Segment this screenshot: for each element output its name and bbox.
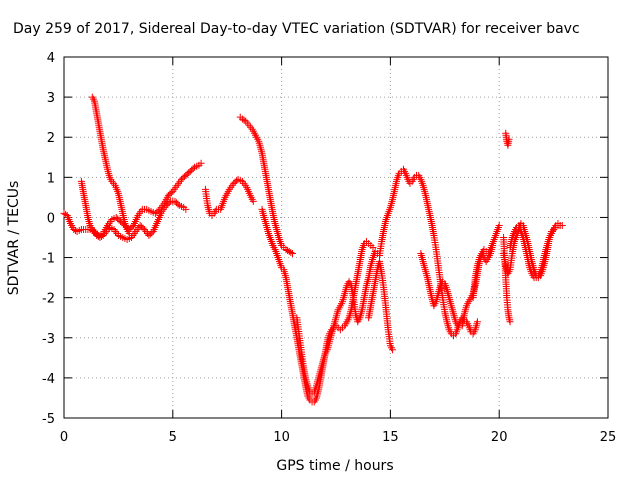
- data-point: [165, 199, 173, 207]
- data-point: [506, 318, 514, 326]
- axis-ticks: 0 5 10 15 20 25 -5 -4 -3 -2 -1 0 1 2 3 4: [42, 51, 616, 445]
- x-tick-label: 15: [382, 430, 399, 445]
- y-tick-label: 2: [47, 131, 55, 146]
- x-axis-label: GPS time / hours: [276, 458, 393, 474]
- y-tick-label: -1: [42, 252, 55, 267]
- data-point: [197, 159, 205, 167]
- grid-lines: [64, 57, 608, 418]
- data-point: [389, 346, 397, 354]
- y-tick-label: 3: [47, 91, 55, 106]
- data-point: [369, 244, 377, 252]
- data-point: [98, 232, 106, 240]
- data-point: [240, 116, 248, 124]
- data-point: [489, 242, 497, 250]
- data-point: [249, 197, 257, 205]
- x-tick-label: 0: [60, 430, 68, 445]
- data-point: [189, 165, 197, 173]
- data-point: [182, 205, 190, 213]
- data-point: [288, 250, 296, 258]
- x-tick-label: 20: [491, 430, 508, 445]
- data-points: [60, 93, 566, 406]
- y-tick-label: -4: [42, 372, 55, 387]
- y-axis-label: SDTVAR / TECUs: [6, 181, 22, 296]
- y-tick-label: 0: [47, 211, 55, 226]
- data-point: [139, 224, 147, 232]
- y-tick-label: 4: [47, 51, 55, 66]
- plot-frame: [63, 56, 609, 419]
- data-point: [558, 221, 566, 229]
- chart-title: Day 259 of 2017, Sidereal Day-to-day VTE…: [13, 21, 580, 37]
- data-point: [505, 135, 513, 143]
- y-tick-label: -5: [42, 412, 55, 427]
- x-tick-label: 10: [273, 430, 290, 445]
- x-tick-label: 25: [600, 430, 617, 445]
- y-tick-label: -2: [42, 292, 55, 307]
- x-tick-label: 5: [169, 430, 177, 445]
- data-point: [125, 229, 133, 237]
- data-point: [167, 189, 175, 197]
- data-point: [174, 200, 182, 208]
- data-point: [495, 221, 503, 229]
- y-tick-label: 1: [47, 171, 55, 186]
- data-point: [473, 318, 481, 326]
- data-point: [287, 249, 295, 257]
- y-tick-label: -3: [42, 332, 55, 347]
